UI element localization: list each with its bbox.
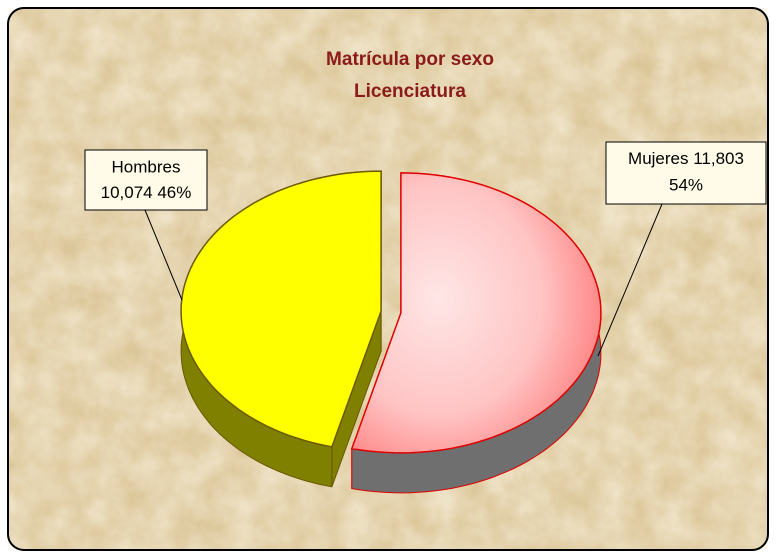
leader-line <box>144 209 183 301</box>
pie <box>180 170 602 494</box>
chart-border <box>7 7 769 551</box>
percent-label: 54% <box>669 175 703 194</box>
percent-label: 46% <box>157 183 191 202</box>
label-box <box>84 149 208 211</box>
label-box <box>605 141 767 205</box>
category-label: Mujeres 11,803 <box>628 149 744 168</box>
chart-title: Matrícula por sexo <box>326 49 494 70</box>
slice <box>350 172 602 454</box>
slice <box>180 170 382 448</box>
category-label: Mujeres <box>628 149 688 168</box>
value-label: 10,074 <box>101 183 153 202</box>
value-label: 10,074 46% <box>101 183 192 202</box>
value-label: 11,803 <box>693 149 744 168</box>
labels: Hombres 10,074 46% Mujeres 11,803 54% <box>84 141 767 357</box>
chart-subtitle: Licenciatura <box>354 81 466 102</box>
leader-line <box>597 203 663 357</box>
category-label: Hombres <box>112 157 181 176</box>
